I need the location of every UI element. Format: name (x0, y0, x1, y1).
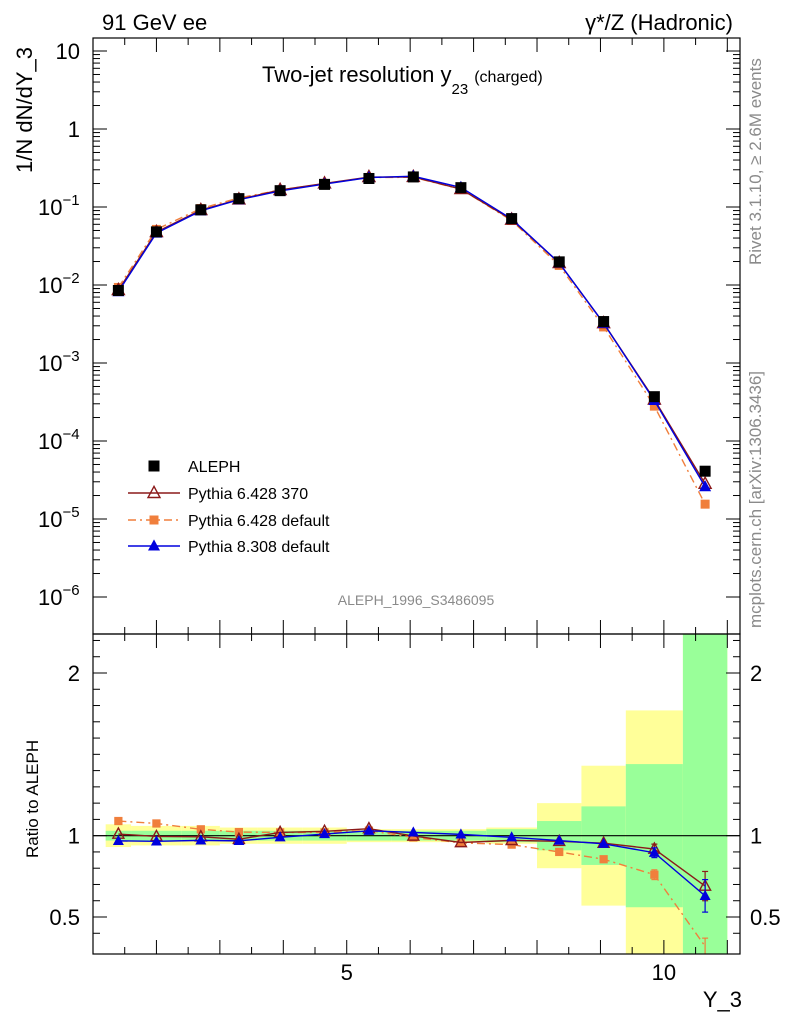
ratio-point-pythia-8-308-default-4 (274, 831, 286, 842)
main-point-pythia-6-428-default-13 (700, 499, 710, 509)
ratio-point-pythia-6-428-default-0 (114, 816, 123, 826)
main-line-pythia-6-428-370 (117, 176, 706, 485)
main-y-tick-label-7: 10−6 (38, 582, 80, 610)
legend-marker-pythia-8-308-default (148, 539, 160, 551)
ratio-point-pythia-8-308-default-13 (699, 889, 711, 900)
main-point-aleph-11 (598, 316, 610, 328)
main-point-aleph-0 (112, 285, 124, 297)
main-y-tick-label-4: 10−3 (38, 348, 80, 376)
ratio-point-pythia-8-308-default-2 (195, 834, 207, 845)
ratio-point-pythia-8-308-default-0 (112, 834, 124, 845)
main-y-tick-label-3: 10−2 (38, 270, 80, 298)
ratio-point-pythia-8-308-default-1 (150, 835, 162, 846)
legend-label-pythia-6-428-370: Pythia 6.428 370 (188, 486, 308, 503)
ratio-y-tick-label-1: 1 (68, 824, 80, 849)
ratio-point-pythia-8-308-default-11 (598, 837, 610, 848)
main-point-pythia-8-308-default-13 (699, 480, 712, 492)
ratio-point-pythia-8-308-default-9 (506, 831, 518, 842)
ratio-point-pythia-8-308-default-8 (455, 828, 467, 839)
chart-title-main: Two-jet resolution y (262, 62, 452, 87)
main-y-tick-label-5: 10−4 (38, 426, 80, 454)
main-point-aleph-1 (150, 226, 162, 238)
main-point-aleph-2 (195, 204, 207, 216)
ratio-point-pythia-6-428-default-1 (152, 819, 161, 828)
main-y-tick-label-1: 1 (68, 117, 80, 142)
uncertainty-bands (93, 634, 740, 954)
ratio-y-tick-label-right-1: 1 (750, 824, 762, 849)
analysis-id: ALEPH_1996_S3486095 (338, 592, 495, 608)
ratio-point-pythia-8-308-default-3 (233, 834, 245, 845)
legend-label-pythia-8-308-default: Pythia 8.308 default (188, 539, 330, 556)
ratio-series-layer (111, 816, 712, 954)
ratio-point-pythia-6-428-default-7 (409, 833, 418, 842)
legend-label-pythia-6-428-default: Pythia 6.428 default (188, 513, 330, 530)
legend-label-aleph: ALEPH (188, 459, 240, 476)
main-point-aleph-5 (319, 178, 331, 190)
ratio-point-pythia-8-308-default-7 (407, 826, 419, 837)
main-line-pythia-6-428-default (117, 176, 706, 505)
x-tick-label-1: 10 (652, 960, 676, 985)
rivet-label: Rivet 3.1.10, ≥ 2.6M events (746, 58, 765, 265)
main-point-pythia-6-428-default-12 (649, 401, 659, 411)
main-y-tick-label-6: 10−5 (38, 504, 80, 532)
ratio-y-tick-label-2: 0.5 (49, 905, 80, 930)
main-y-tick-label-0: 10 (56, 39, 80, 64)
chart-title-sub: 23 (452, 81, 469, 98)
header-left: 91 GeV ee (102, 10, 207, 35)
main-point-aleph-7 (407, 171, 419, 183)
legend-marker-aleph (148, 460, 160, 472)
main-point-aleph-10 (553, 256, 565, 268)
ratio-point-pythia-8-308-default-5 (319, 827, 331, 839)
ratio-point-pythia-8-308-default-6 (363, 824, 375, 835)
ratio-y-tick-label-right-2: 0.5 (750, 905, 781, 930)
main-point-aleph-12 (648, 391, 660, 403)
x-tick-label-0: 5 (341, 960, 353, 985)
axis-ticks: 10 1 10−1 10−2 10−3 10−4 10−5 10−6 2 2 1 1 0.5 0.5 5 10 (38, 38, 781, 985)
ratio-point-pythia-6-428-370-8 (454, 834, 468, 848)
main-series-layer (111, 168, 713, 509)
ratio-point-pythia-6-428-default-11 (599, 855, 608, 864)
ratio-point-pythia-8-308-default-12 (648, 846, 660, 857)
main-point-aleph-13 (699, 465, 711, 477)
legend: ALEPH Pythia 6.428 370 Pythia 6.428 defaul… (128, 459, 330, 556)
main-point-aleph-4 (274, 185, 286, 197)
ratio-point-pythia-8-308-default-10 (553, 834, 565, 845)
x-axis-label: Y_3 (703, 987, 742, 1012)
ratio-line-pythia-6-428-default (118, 820, 706, 947)
main-point-aleph-6 (363, 172, 375, 184)
ratio-y-tick-label-0: 2 (68, 661, 80, 686)
mcplots-label: mcplots.cern.ch [arXiv:1306.3436] (746, 371, 765, 628)
header-right: γ*/Z (Hadronic) (585, 10, 733, 35)
chart-title-tail: (charged) (474, 69, 542, 86)
main-point-aleph-8 (455, 182, 467, 194)
y-axis-label: 1/N dN/dY_3 (12, 47, 37, 173)
main-point-aleph-3 (233, 193, 245, 205)
ratio-point-pythia-6-428-default-12 (650, 870, 659, 879)
ratio-point-pythia-6-428-default-10 (555, 847, 564, 857)
ratio-line-pythia-8-308-default (118, 830, 706, 897)
main-point-aleph-9 (506, 213, 518, 225)
chart-title: Two-jet resolution y23 (charged) (262, 62, 543, 98)
legend-marker-pythia-6-428-370 (146, 484, 162, 499)
main-line-pythia-8-308-default (117, 175, 706, 488)
main-y-tick-label-2: 10−1 (38, 192, 80, 220)
legend-marker-pythia-6-428-default (149, 515, 159, 525)
ratio-y-tick-label-right-0: 2 (750, 661, 762, 686)
ratio-axis-label: Ratio to ALEPH (23, 740, 42, 858)
ratio-panel-frame (92, 633, 741, 955)
